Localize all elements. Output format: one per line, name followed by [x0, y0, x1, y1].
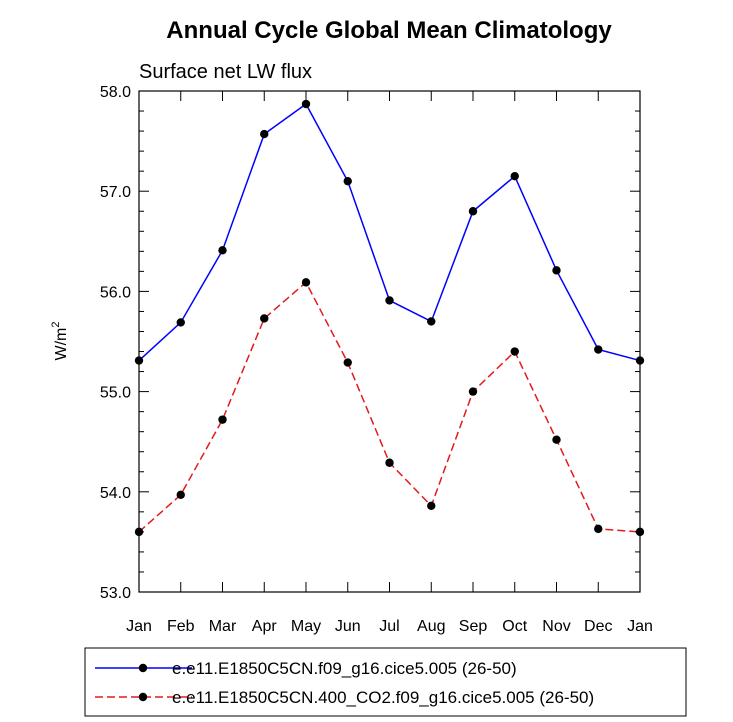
x-tick-label: Jan: [126, 618, 152, 635]
legend-marker-2: [138, 692, 148, 702]
series-2-point: [301, 278, 311, 287]
series-2-point: [594, 524, 603, 534]
x-tick-label: Dec: [584, 618, 612, 635]
x-tick-label: Jan: [627, 618, 653, 635]
y-tick-label: 54.0: [100, 485, 131, 502]
x-tick-label: Mar: [209, 618, 237, 635]
series-2-point: [468, 387, 478, 396]
x-tick-label: Feb: [167, 618, 195, 635]
x-tick-label: Apr: [252, 618, 278, 635]
x-tick-label: Oct: [502, 618, 527, 635]
y-axis-label-superscript: 2: [50, 322, 62, 328]
legend-marker-1: [138, 663, 148, 673]
svg-text:W/m2: W/m2: [50, 322, 70, 361]
series-1-point: [218, 246, 227, 255]
series-2-point: [552, 435, 561, 444]
series-1-point: [385, 296, 394, 305]
legend: e.e11.E1850C5CN.f09_g16.cice5.005 (26-50…: [84, 647, 687, 717]
series-1-point: [343, 176, 352, 186]
legend-label-1: e.e11.E1850C5CN.f09_g16.cice5.005 (26-50…: [172, 659, 517, 678]
x-tick-label: Sep: [459, 618, 488, 635]
chart-title: Annual Cycle Global Mean Climatology: [166, 17, 612, 44]
plot-area: [134, 99, 645, 537]
x-tick-label: Nov: [542, 618, 570, 635]
series-1-point: [468, 207, 478, 216]
chart-subtitle: Surface net LW flux: [139, 61, 312, 83]
series-1-point: [510, 171, 519, 181]
x-tick-label: Jun: [335, 618, 361, 635]
y-axis-label: W/m2: [50, 322, 70, 361]
series-2-point: [176, 490, 185, 500]
legend-box: [84, 647, 687, 717]
y-tick-label: 58.0: [100, 84, 131, 101]
series-1-point: [301, 99, 311, 109]
legend-label-2: e.e11.E1850C5CN.400_CO2.f09_g16.cice5.00…: [172, 688, 594, 707]
series-1-point: [427, 317, 436, 326]
series-2-point: [510, 347, 519, 356]
y-axis-label-text: W/m: [53, 328, 70, 361]
series-2-point: [260, 314, 269, 323]
x-tick-label: May: [291, 618, 321, 635]
series-line-2: [138, 281, 641, 533]
x-tick-label: Jul: [379, 618, 399, 635]
series-1-point: [260, 129, 269, 139]
series-2-point: [427, 501, 436, 511]
series-1-point: [176, 318, 185, 327]
series-1-point: [552, 266, 561, 275]
x-tick-label: Aug: [417, 618, 445, 635]
tick-labels: Jan Feb Mar Apr May Jun Jul Aug Sep Oct Nov Dec Jan 5…: [100, 84, 653, 635]
axis-ticks: [138, 90, 641, 593]
y-tick-label: 56.0: [100, 284, 131, 301]
series-2-point: [385, 458, 394, 467]
series-2-point: [343, 358, 352, 367]
y-tick-label: 53.0: [100, 585, 131, 602]
plot-frame: [138, 90, 641, 593]
series-2-point: [218, 415, 227, 424]
y-tick-label: 55.0: [100, 385, 131, 402]
series-1-point: [594, 345, 603, 354]
series-line-1: [138, 102, 641, 362]
y-tick-label: 57.0: [100, 184, 131, 201]
